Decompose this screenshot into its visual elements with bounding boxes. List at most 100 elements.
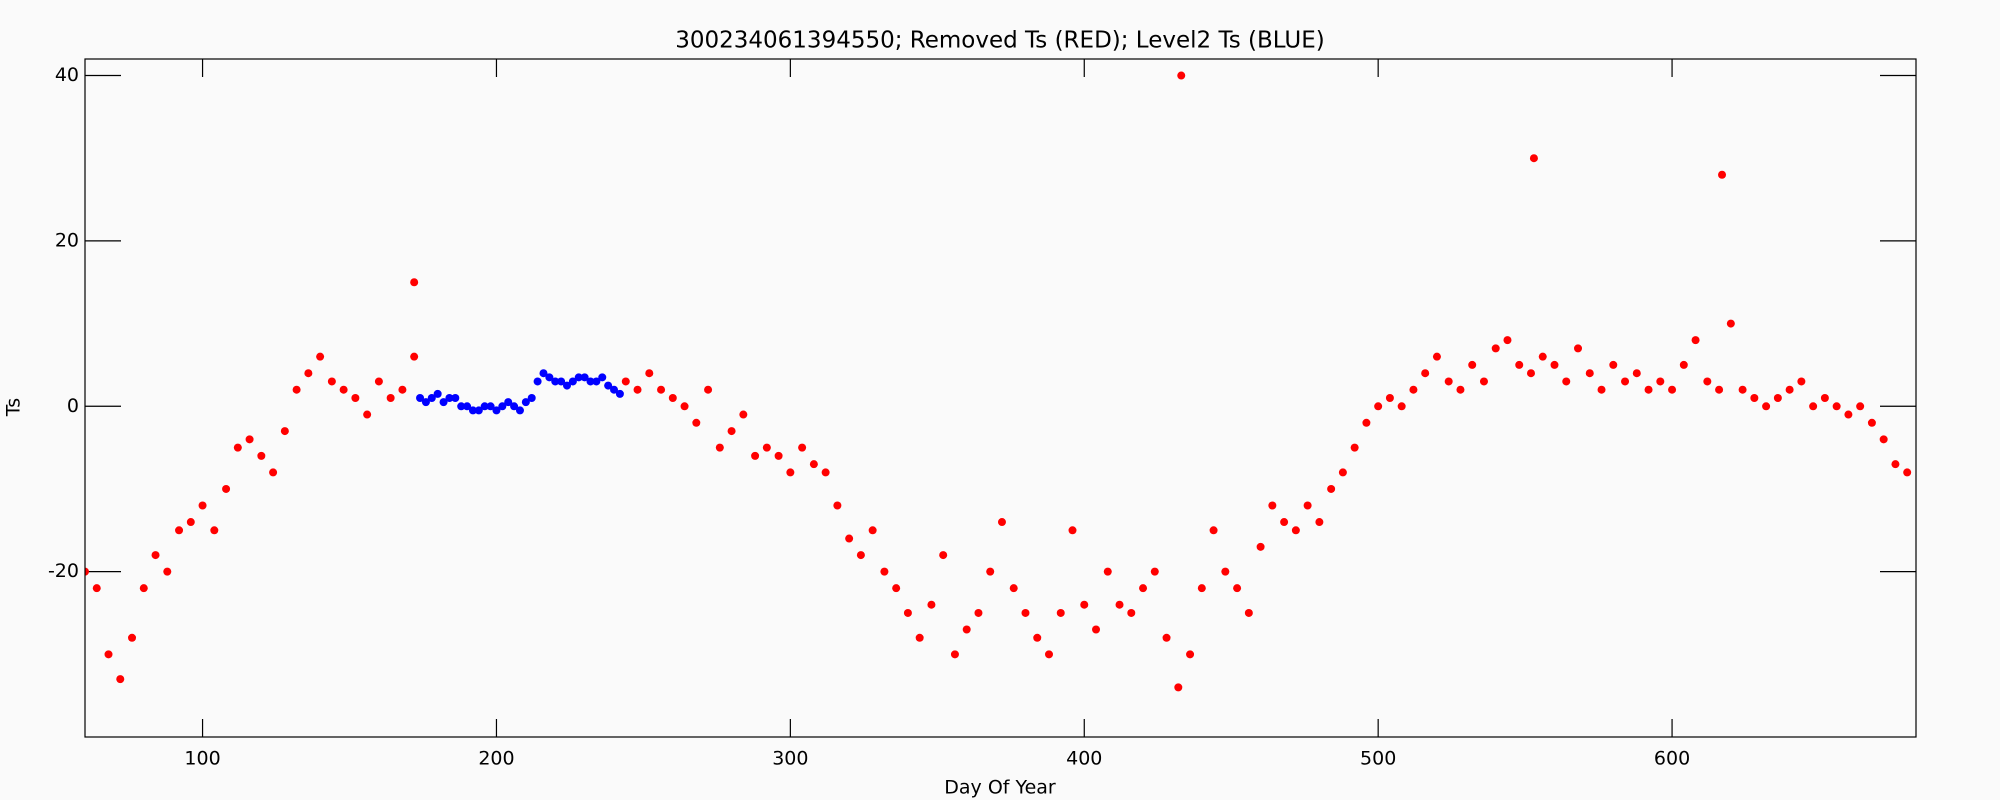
point xyxy=(486,402,495,411)
point xyxy=(515,406,524,415)
point xyxy=(557,377,566,386)
point xyxy=(1762,402,1771,411)
point xyxy=(868,526,877,535)
point xyxy=(1327,484,1336,493)
point xyxy=(1186,650,1195,659)
point xyxy=(1432,352,1441,361)
point xyxy=(668,394,677,402)
chart-title: 300234061394550; Removed Ts (RED); Level… xyxy=(675,28,1325,54)
point xyxy=(1726,319,1735,328)
point xyxy=(351,394,360,402)
plot-frame xyxy=(84,58,1917,738)
point xyxy=(474,406,483,415)
point xyxy=(950,650,959,659)
point xyxy=(1033,633,1042,642)
point xyxy=(1009,584,1018,593)
point xyxy=(821,468,830,477)
point xyxy=(1867,418,1876,427)
point xyxy=(1174,683,1183,692)
point xyxy=(1585,369,1594,378)
point xyxy=(363,410,372,419)
point xyxy=(1644,385,1653,394)
point xyxy=(1785,385,1794,394)
point xyxy=(1374,402,1383,411)
point xyxy=(1150,567,1159,576)
point xyxy=(316,352,325,361)
y-tick-label: 0 xyxy=(67,395,79,417)
x-tick-label: 100 xyxy=(184,748,220,770)
point xyxy=(845,534,854,543)
point xyxy=(1562,377,1571,386)
point xyxy=(1479,377,1488,386)
point xyxy=(327,377,336,386)
point xyxy=(421,398,430,407)
point xyxy=(527,394,536,402)
x-tick-label: 400 xyxy=(1066,748,1102,770)
point xyxy=(186,518,195,527)
point xyxy=(856,551,865,560)
point xyxy=(974,608,983,617)
point xyxy=(533,377,542,386)
point xyxy=(1139,584,1148,593)
point xyxy=(592,377,601,386)
point xyxy=(339,385,348,394)
point xyxy=(510,402,519,411)
point xyxy=(704,385,713,394)
plot-area xyxy=(85,71,1912,692)
point xyxy=(586,377,595,386)
point xyxy=(962,625,971,634)
point xyxy=(1421,369,1430,378)
point xyxy=(1397,402,1406,411)
point xyxy=(175,526,184,535)
point xyxy=(374,377,383,386)
point xyxy=(615,389,624,398)
point xyxy=(222,484,231,493)
point xyxy=(463,402,472,411)
point xyxy=(233,443,242,452)
point xyxy=(1303,501,1312,510)
point xyxy=(480,402,489,411)
point xyxy=(562,381,571,390)
point xyxy=(997,518,1006,527)
point xyxy=(445,394,454,402)
point xyxy=(304,369,313,378)
y-tick-label: 40 xyxy=(55,64,79,86)
point xyxy=(457,402,466,411)
x-tick-label: 200 xyxy=(478,748,514,770)
point xyxy=(280,427,289,436)
point xyxy=(257,451,266,460)
point xyxy=(1021,608,1030,617)
point xyxy=(809,460,818,469)
point xyxy=(1656,377,1665,386)
point xyxy=(1080,600,1089,609)
point xyxy=(1679,360,1688,369)
point xyxy=(439,398,448,407)
point xyxy=(468,406,477,415)
point xyxy=(1844,410,1853,419)
point xyxy=(568,377,577,386)
y-tick-label: -20 xyxy=(48,560,79,582)
point xyxy=(128,633,137,642)
point xyxy=(1068,526,1077,535)
point xyxy=(1538,352,1547,361)
point xyxy=(1903,468,1912,477)
point xyxy=(1574,344,1583,353)
point xyxy=(1668,385,1677,394)
point xyxy=(1856,402,1865,411)
point xyxy=(1362,418,1371,427)
point xyxy=(1468,360,1477,369)
point xyxy=(1221,567,1230,576)
point xyxy=(410,352,419,361)
point xyxy=(657,385,666,394)
point xyxy=(245,435,254,444)
point xyxy=(1515,360,1524,369)
point xyxy=(1891,460,1900,469)
x-tick-label: 600 xyxy=(1654,748,1690,770)
point xyxy=(539,369,548,378)
point xyxy=(927,600,936,609)
point xyxy=(1092,625,1101,634)
point xyxy=(1268,501,1277,510)
point xyxy=(1609,360,1618,369)
